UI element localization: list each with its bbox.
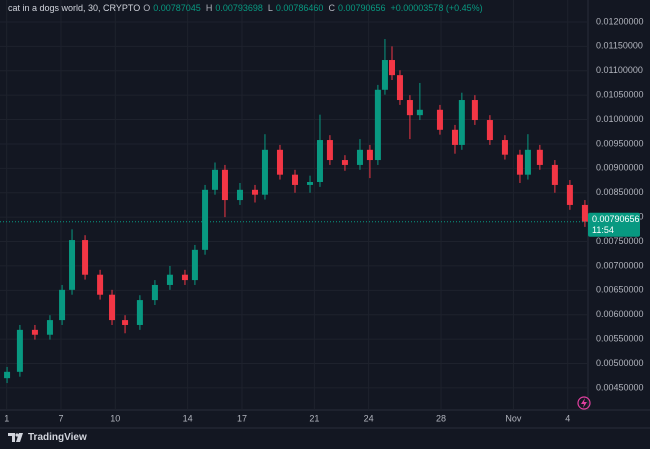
y-tick-label: 0.00700000 (596, 260, 644, 270)
candle-body (181, 274, 188, 281)
x-tick-label: 21 (309, 413, 319, 423)
change-value: +0.00003578 (+0.45%) (390, 3, 483, 13)
candle-body (316, 140, 323, 183)
y-tick-label: 0.01000000 (596, 114, 644, 124)
candle-body (97, 274, 104, 295)
candle-body (109, 294, 116, 321)
candle-body (69, 240, 76, 290)
candle-body (31, 329, 38, 335)
candles (4, 39, 588, 384)
candle-body (122, 320, 129, 325)
candle-body (381, 60, 388, 90)
candle-body (236, 189, 243, 201)
icon-circle (577, 396, 591, 410)
y-tick-label: 0.00850000 (596, 187, 644, 197)
branding[interactable]: TradingView (8, 432, 87, 443)
brand-name: TradingView (28, 432, 87, 443)
x-tick-label: Nov (505, 413, 522, 423)
close-value: 0.00790656 (337, 3, 386, 13)
candle-body (486, 120, 493, 141)
y-tick-label: 0.01100000 (596, 65, 643, 75)
candle-body (276, 149, 283, 175)
close-key: C (328, 3, 335, 13)
candle-body (389, 60, 395, 76)
x-tick-label: 14 (183, 413, 193, 423)
high-value: 0.00793698 (215, 3, 263, 13)
candle-body (374, 89, 381, 161)
y-tick-label: 0.01050000 (596, 90, 644, 100)
open-key: O (143, 3, 151, 13)
candle-body (581, 204, 588, 222)
symbol: cat in a dogs world, 30, CRYPTO (8, 3, 141, 13)
candle-body (4, 371, 11, 379)
candle-body (536, 149, 543, 165)
candle-body (46, 320, 53, 335)
candle-body (326, 140, 333, 161)
x-tick-label: 7 (58, 413, 63, 423)
candle-body (151, 284, 158, 301)
candle-body (451, 129, 458, 145)
candle-body (566, 184, 573, 205)
replay-icon[interactable] (577, 396, 591, 410)
candle-body (82, 240, 89, 275)
x-tick-label: 17 (237, 413, 247, 423)
icon-bolt (581, 398, 587, 408)
y-tick-label: 0.00450000 (596, 382, 644, 392)
y-tick-label: 0.00650000 (596, 285, 644, 295)
y-tick-label: 0.00750000 (596, 236, 644, 246)
candle-body (59, 289, 66, 321)
last-price-label: 0.00790656 (592, 214, 640, 224)
candle-body (212, 169, 219, 190)
candle-body (202, 189, 209, 250)
x-tick-label: 1 (4, 413, 9, 423)
candle-body (524, 149, 531, 175)
grid (0, 0, 588, 410)
brand-logo (8, 433, 23, 442)
candle-body (307, 182, 314, 185)
countdown-label: 11:54 (592, 225, 614, 235)
last-price-box (588, 212, 640, 237)
candle-body (471, 100, 478, 121)
open-value: 0.00787045 (153, 3, 201, 13)
x-tick-label: 10 (110, 413, 120, 423)
x-tick-label: 4 (565, 413, 570, 423)
candle-body (516, 154, 523, 175)
y-tick-label: 0.01150000 (596, 41, 643, 51)
candle-body (458, 100, 465, 145)
candle-body (416, 109, 423, 116)
ohlc-legend: cat in a dogs world, 30, CRYPTO O 0.00787… (8, 3, 485, 13)
y-tick-label: 0.00500000 (596, 358, 644, 368)
low-value: 0.00786460 (275, 3, 324, 13)
y-tick-label: 0.00600000 (596, 309, 644, 319)
x-tick-label: 28 (436, 413, 446, 423)
candle-body (136, 300, 143, 325)
candle-body (551, 164, 558, 185)
candle-body (191, 249, 198, 281)
candle-body (221, 169, 228, 201)
candle-body (251, 189, 258, 195)
candle-body (436, 109, 443, 130)
low-key: L (267, 3, 273, 13)
candle-body (356, 149, 363, 165)
candle-body (166, 274, 173, 285)
y-tick-label: 0.00950000 (596, 138, 644, 148)
y-tick-label: 0.00550000 (596, 334, 644, 344)
candle-body (406, 100, 413, 116)
x-tick-label: 24 (364, 413, 374, 423)
candle-body (341, 160, 348, 165)
candle-body (366, 149, 373, 161)
candle-body (261, 149, 268, 195)
candle-body (501, 140, 508, 155)
high-key: H (205, 3, 213, 13)
y-tick-label: 0.00900000 (596, 163, 644, 173)
y-tick-label: 0.01200000 (596, 16, 644, 26)
candle-body (291, 174, 298, 185)
candle-body (396, 75, 403, 101)
candle-body (16, 329, 23, 372)
